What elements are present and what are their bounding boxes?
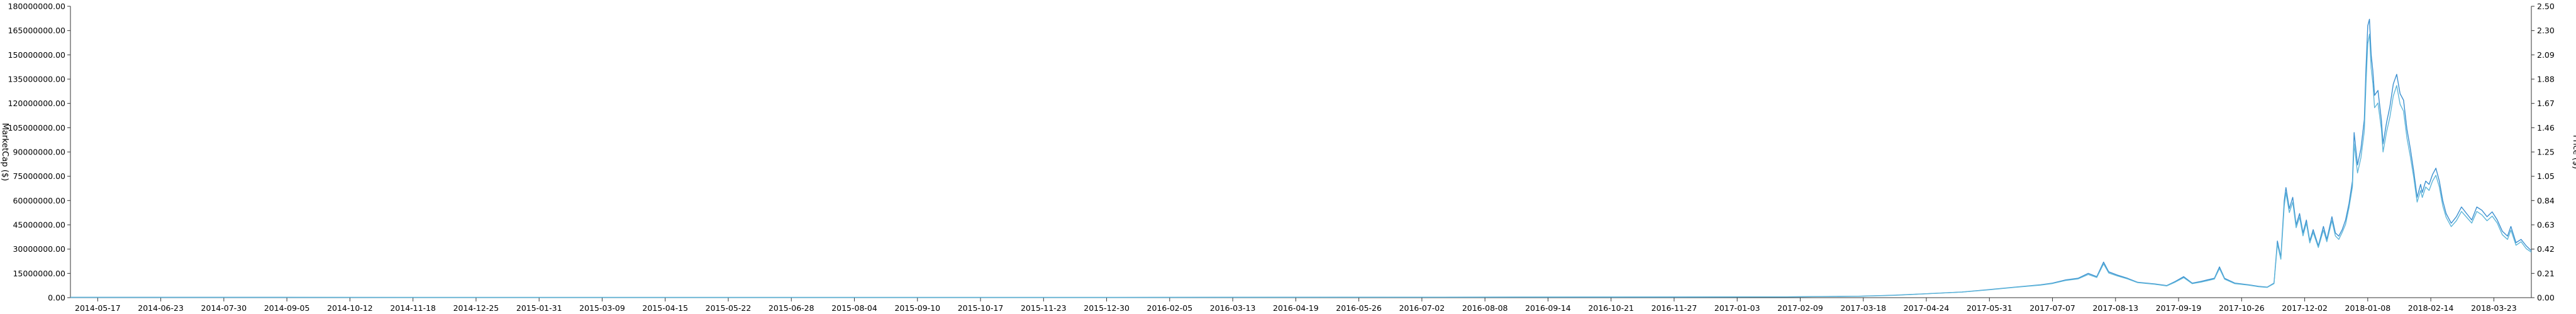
x-tick-label: 2015-04-15 — [642, 303, 688, 313]
x-tick-label: 2017-12-02 — [2282, 303, 2328, 313]
y-left-tick-label: 75000000.00 — [13, 171, 65, 181]
x-tick-label: 2014-09-05 — [264, 303, 310, 313]
y-left-tick-label: 0.00 — [48, 293, 65, 303]
y-right-tick-label: 0.42 — [2537, 244, 2555, 254]
y-left-tick-label: 90000000.00 — [13, 148, 65, 157]
y-right-tick-label: 1.25 — [2537, 148, 2555, 157]
y-right-tick-label: 1.46 — [2537, 123, 2555, 133]
y-right-tick-label: 0.21 — [2537, 269, 2555, 278]
y-left-tick-label: 15000000.00 — [13, 269, 65, 278]
y-left-tick-label: 120000000.00 — [8, 99, 66, 108]
x-tick-label: 2015-10-17 — [958, 303, 1004, 313]
y-left-tick-label: 45000000.00 — [13, 220, 65, 230]
x-tick-label: 2016-03-13 — [1210, 303, 1256, 313]
y-left-tick-label: 150000000.00 — [8, 50, 66, 60]
series-layer — [70, 18, 2532, 298]
y-right-tick-label: 2.30 — [2537, 26, 2555, 35]
series-line-marketcap — [70, 18, 2532, 298]
x-tick-label: 2014-11-18 — [390, 303, 436, 313]
x-tick-label: 2017-05-31 — [1967, 303, 2012, 313]
y-left-axis-title: MarketCap ($) — [0, 123, 9, 181]
x-tick-label: 2016-08-08 — [1462, 303, 1508, 313]
x-tick-label: 2014-10-12 — [327, 303, 373, 313]
x-tick-label: 2018-03-23 — [2471, 303, 2517, 313]
x-tick-label: 2015-03-09 — [579, 303, 625, 313]
y-left-tick-label: 165000000.00 — [8, 26, 66, 35]
x-tick-label: 2017-03-18 — [1840, 303, 1886, 313]
x-tick-label: 2014-06-23 — [138, 303, 184, 313]
y-right-tick-label: 1.67 — [2537, 99, 2555, 108]
y-left-tick-label: 180000000.00 — [8, 2, 66, 11]
y-right-axis-title: Price ($) — [2571, 135, 2576, 169]
x-tick-label: 2018-02-14 — [2408, 303, 2454, 313]
y-right-tick-label: 0.00 — [2537, 293, 2555, 303]
x-tick-label: 2014-05-17 — [75, 303, 121, 313]
x-tick-label: 2015-09-10 — [894, 303, 940, 313]
x-tick-label: 2017-04-24 — [1904, 303, 1950, 313]
x-tick-label: 2017-01-03 — [1714, 303, 1760, 313]
x-tick-label: 2017-08-13 — [2092, 303, 2138, 313]
y-left-tick-label: 30000000.00 — [13, 244, 65, 254]
x-tick-label: 2015-01-31 — [516, 303, 562, 313]
series-line-price — [70, 33, 2532, 298]
x-tick-label: 2015-08-04 — [831, 303, 877, 313]
x-tick-label: 2016-11-27 — [1652, 303, 1697, 313]
y-left-tick-label: 105000000.00 — [8, 123, 66, 133]
x-tick-label: 2015-12-30 — [1084, 303, 1130, 313]
x-tick-label: 2017-10-26 — [2219, 303, 2265, 313]
x-tick-label: 2017-07-07 — [2029, 303, 2075, 313]
x-tick-label: 2016-05-26 — [1336, 303, 1382, 313]
y-right-tick-label: 2.50 — [2537, 2, 2555, 11]
y-right-tick-label: 2.09 — [2537, 50, 2555, 60]
y-right-tick-label: 1.05 — [2537, 171, 2555, 181]
x-tick-label: 2017-09-19 — [2156, 303, 2202, 313]
x-tick-label: 2014-07-30 — [201, 303, 247, 313]
axes-layer — [67, 6, 2534, 301]
x-tick-label: 2016-02-05 — [1147, 303, 1193, 313]
y-right-tick-label: 1.88 — [2537, 75, 2555, 84]
y-right-tick-label: 0.63 — [2537, 220, 2555, 230]
y-left-tick-label: 135000000.00 — [8, 75, 66, 84]
y-left-tick-label: 60000000.00 — [13, 196, 65, 205]
x-tick-label: 2017-02-09 — [1777, 303, 1823, 313]
x-tick-label: 2015-11-23 — [1021, 303, 1067, 313]
x-tick-label: 2016-07-02 — [1399, 303, 1445, 313]
x-tick-label: 2015-05-22 — [706, 303, 752, 313]
x-tick-label: 2018-01-08 — [2345, 303, 2391, 313]
x-tick-label: 2014-12-25 — [453, 303, 499, 313]
x-tick-label: 2016-09-14 — [1525, 303, 1571, 313]
x-tick-label: 2015-06-28 — [769, 303, 814, 313]
x-tick-label: 2016-04-19 — [1273, 303, 1319, 313]
x-tick-label: 2016-10-21 — [1588, 303, 1634, 313]
y-right-tick-label: 0.84 — [2537, 196, 2555, 205]
